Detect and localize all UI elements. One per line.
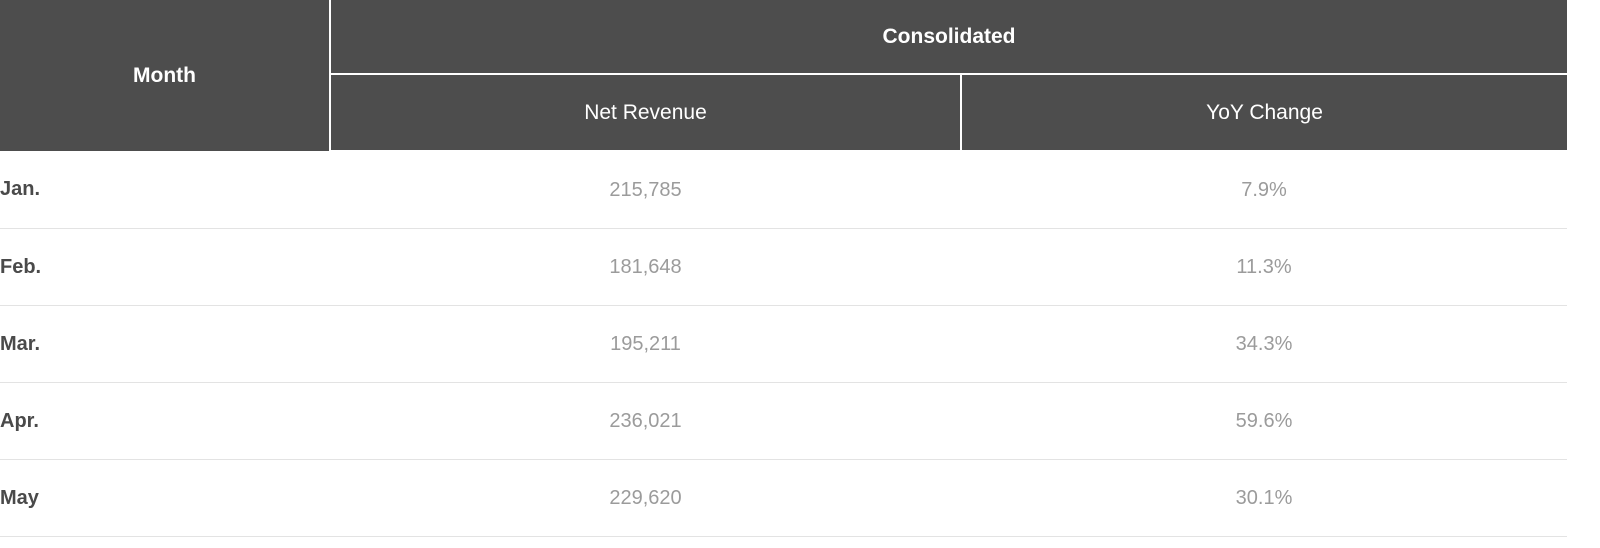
month-column-header: Month [0, 0, 331, 151]
table-header: Month Consolidated Net Revenue YoY Chang… [0, 0, 1568, 152]
month-cell: Apr. [0, 382, 330, 460]
month-cell: Jan. [0, 151, 330, 229]
table-row: Feb. 181,648 11.3% [0, 228, 1568, 306]
table-body: Jan. 215,785 7.9% Feb. 181,648 11.3% Mar… [0, 151, 1568, 537]
yoy-change-cell: 59.6% [961, 382, 1568, 460]
net-revenue-column-header: Net Revenue [329, 73, 962, 152]
net-revenue-cell: 181,648 [330, 228, 961, 306]
consolidated-group-header: Consolidated [328, 0, 1568, 75]
month-cell: Feb. [0, 228, 330, 306]
table-row: Jan. 215,785 7.9% [0, 151, 1568, 229]
month-cell: Mar. [0, 305, 330, 383]
yoy-change-cell: 34.3% [961, 305, 1568, 383]
net-revenue-cell: 229,620 [330, 459, 961, 537]
yoy-change-cell: 11.3% [961, 228, 1568, 306]
net-revenue-cell: 236,021 [330, 382, 961, 460]
monthly-revenue-table: Month Consolidated Net Revenue YoY Chang… [0, 0, 1568, 537]
yoy-change-column-header: YoY Change [959, 73, 1568, 152]
table-row: Apr. 236,021 59.6% [0, 382, 1568, 460]
net-revenue-cell: 195,211 [330, 305, 961, 383]
table-row: May 229,620 30.1% [0, 459, 1568, 537]
month-cell: May [0, 459, 330, 537]
table-row: Mar. 195,211 34.3% [0, 305, 1568, 383]
yoy-change-cell: 30.1% [961, 459, 1568, 537]
net-revenue-cell: 215,785 [330, 151, 961, 229]
yoy-change-cell: 7.9% [961, 151, 1568, 229]
